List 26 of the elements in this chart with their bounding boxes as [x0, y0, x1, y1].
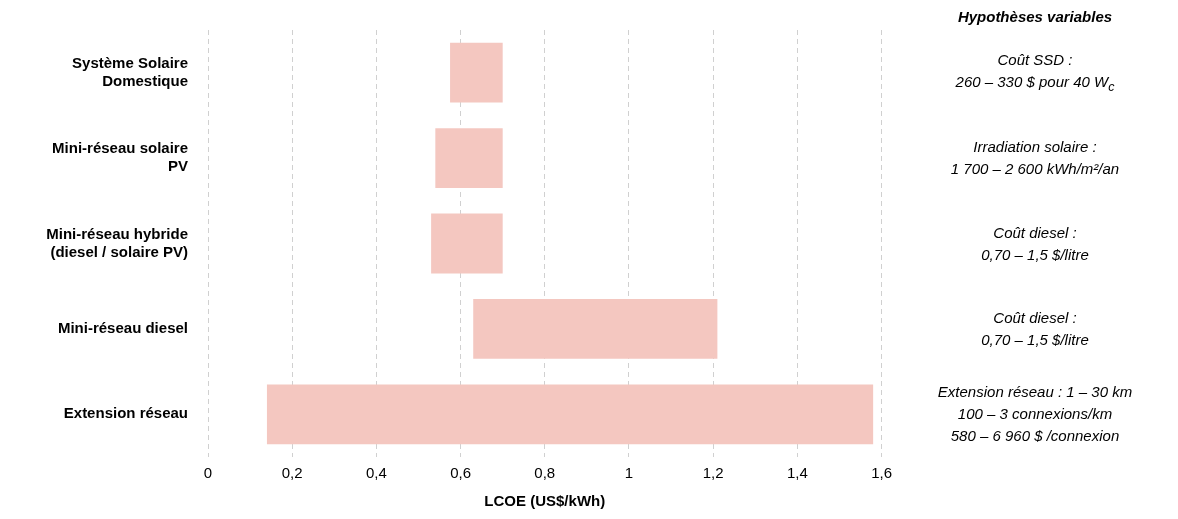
- x-tick-label: 0,4: [365, 464, 387, 482]
- x-tick-label: 0,2: [281, 464, 303, 482]
- x-tick-label: 0: [203, 464, 213, 482]
- x-tick-label: 1,6: [871, 464, 892, 482]
- bar: [431, 213, 503, 274]
- x-tick-label: 0,8: [534, 464, 556, 482]
- text: Hypothèses variables: [956, 7, 1114, 27]
- text: Coût diesel : 0,70 – 1,5 $/litre: [980, 222, 1090, 265]
- y-tick-label: Mini-réseau hybride (diesel / solaire PV): [46, 224, 188, 260]
- x-tick-label: 1,4: [786, 464, 808, 482]
- x-tick-label: 0,6: [450, 464, 472, 482]
- text: Irradiation solaire : 1 700 – 2 600 kWh/m²/an: [949, 137, 1121, 180]
- bar: [266, 384, 874, 445]
- text: Coût diesel : 0,70 – 1,5 $/litre: [980, 307, 1090, 350]
- text: Extension réseau : 1 – 30 km 100 – 3 connexions/km 580 – 6 960 $ /connexion: [936, 382, 1134, 447]
- y-tick-label: Mini-réseau solaire PV: [52, 139, 188, 175]
- y-tick-label: Extension réseau: [63, 404, 188, 422]
- x-axis-title: LCOE (US$/kWh): [484, 492, 606, 510]
- x-tick-label: 1: [624, 464, 634, 482]
- bar: [450, 42, 503, 103]
- bar: [473, 299, 718, 359]
- text: Coût SSD : 260 – 330 $ pour 40 W$_{c}$: [954, 49, 1116, 96]
- bar: [435, 128, 503, 188]
- y-tick-label: Système Solaire Domestique: [72, 53, 188, 89]
- x-tick-label: 1,2: [702, 464, 724, 482]
- y-tick-label: Mini-réseau diesel: [57, 319, 188, 337]
